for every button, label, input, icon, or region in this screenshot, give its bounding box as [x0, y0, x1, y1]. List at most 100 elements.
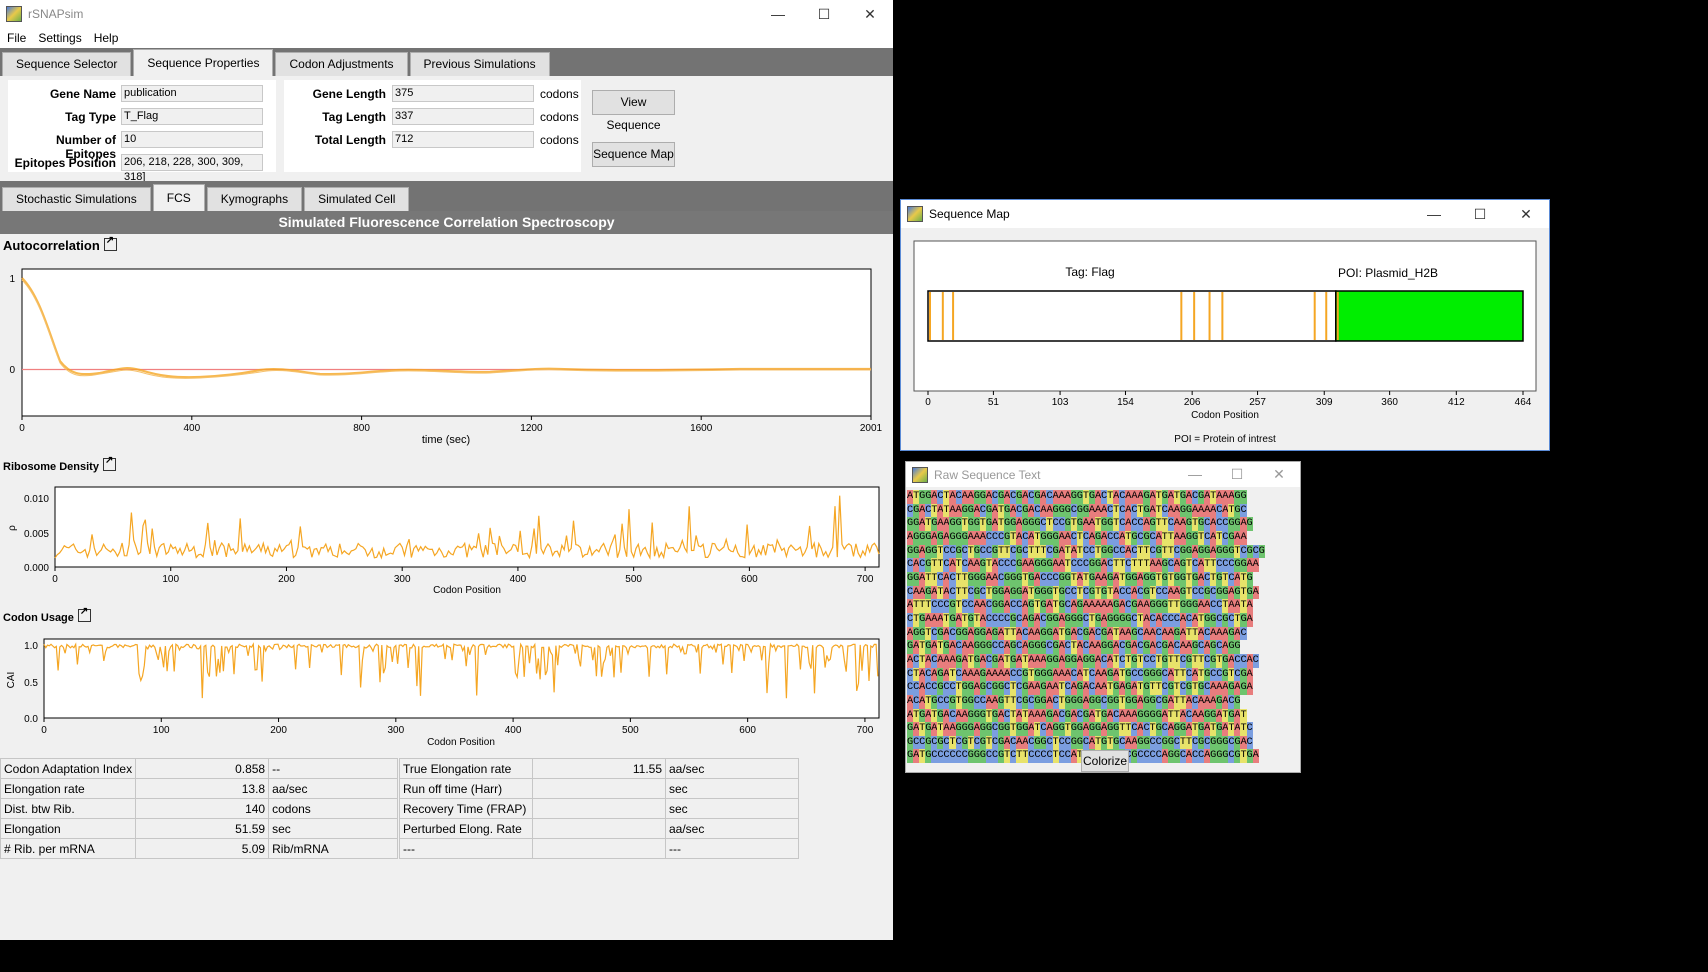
autocorrelation-title: Autocorrelation	[3, 238, 100, 253]
sequence-line: ACATGCCGTGGCCAAGTTCGCGGACTGGGAGGCGGTGGAG…	[907, 694, 1241, 709]
x-tick-label: 200	[270, 725, 287, 736]
sequence-line: GGAGGTCCGCTGCCGTTCGCTTTCGATATCCTGGCCACTT…	[907, 544, 1265, 559]
minimize-icon[interactable]: —	[771, 6, 785, 22]
close-icon[interactable]: ✕	[1520, 206, 1532, 222]
minimize-icon[interactable]: —	[1427, 206, 1441, 222]
stat-unit: sec	[665, 798, 799, 819]
x-tick-label: 1200	[520, 423, 543, 434]
stat-unit: Rib/mRNA	[268, 838, 398, 859]
sequence-line: GCCGCGCTCGTCGTCGACAACGGCTCCGGCATGTGCAAGG…	[907, 735, 1253, 750]
close-icon[interactable]: ✕	[1273, 466, 1285, 482]
tag-type-field[interactable]: T_Flag	[121, 108, 263, 125]
autocorrelation-plot-area	[21, 268, 872, 417]
stat-unit: aa/sec	[665, 818, 799, 839]
x-tick-label: 206	[1184, 397, 1201, 408]
stat-label: True Elongation rate	[399, 758, 533, 779]
sequence-line: CAAGATACTTCGCTGGAGGATGGGTGCCTCGTGTACCACG…	[907, 585, 1259, 600]
x-tick-label: 257	[1249, 397, 1266, 408]
sequence-line: GATGATGACAAGGGCCAGCAGGGCGACTACAAGGACGACG…	[907, 640, 1241, 654]
stat-value: 51.59	[135, 818, 270, 839]
gene-length-field[interactable]: 375	[392, 85, 534, 102]
tab-simulated-cell[interactable]: Simulated Cell	[304, 187, 410, 211]
close-icon[interactable]: ✕	[864, 6, 876, 22]
stat-label: Perturbed Elong. Rate	[399, 818, 533, 839]
stat-label: Codon Adaptation Index	[0, 758, 137, 779]
minimize-icon[interactable]: —	[1188, 466, 1202, 482]
density-xlabel: Codon Position	[433, 585, 501, 596]
stat-value	[532, 838, 666, 859]
seqmap-title: Sequence Map	[929, 207, 1010, 221]
poi-label: POI: Plasmid_H2B	[1338, 266, 1438, 280]
autocorrelation-xticks: 0 400 800 1200 1600 2001	[19, 416, 883, 434]
stats-table-right: True Elongation rate 11.55 aa/sec Run off t…	[399, 758, 799, 859]
autocorrelation-xlabel: time (sec)	[422, 434, 470, 446]
tab-sequence-properties[interactable]: Sequence Properties	[133, 49, 274, 76]
gene-properties-panel: Gene Name publication Tag Type T_Flag Nu…	[8, 80, 276, 183]
gene-length-unit: codons	[540, 87, 579, 101]
x-tick-label: 300	[394, 574, 411, 585]
sequence-map-button[interactable]: Sequence Map	[592, 142, 675, 167]
sequence-map-chart: Tag: Flag POI: Plasmid_H2B 0 51 103 154 206 2…	[913, 240, 1537, 445]
x-tick-label: 464	[1515, 397, 1532, 408]
total-length-field[interactable]: 712	[392, 131, 534, 148]
tab-codon-adjustments[interactable]: Codon Adjustments	[275, 52, 408, 76]
x-tick-label: 400	[510, 574, 527, 585]
stat-value: 13.8	[135, 778, 270, 799]
codon-usage-title: Codon Usage	[3, 612, 74, 624]
popout-icon[interactable]	[103, 235, 117, 251]
x-tick-label: 500	[622, 725, 639, 736]
tab-stochastic-simulations[interactable]: Stochastic Simulations	[2, 187, 151, 211]
ribosome-density-title: Ribosome Density	[3, 461, 99, 473]
maximize-icon[interactable]: ☐	[1230, 466, 1244, 482]
sequence-line: AGGTCGACGGAGGAGATTACAAGGATGACGACGATAAGCA…	[907, 626, 1247, 641]
sequence-line: CTACAGATCAAAGAAAACCGTGGGAAACATCAAGATGCCG…	[907, 667, 1253, 682]
x-tick-label: 412	[1448, 397, 1465, 408]
colorize-button[interactable]: Colorize	[1081, 750, 1129, 772]
tab-kymographs[interactable]: Kymographs	[206, 187, 303, 211]
stat-value	[532, 818, 666, 839]
tab-sequence-selector[interactable]: Sequence Selector	[2, 52, 132, 76]
stat-value: 140	[135, 798, 270, 819]
tag-length-field[interactable]: 337	[392, 108, 534, 125]
main-titlebar: rSNAPsim — ☐ ✕	[0, 0, 893, 28]
epitopes-position-field[interactable]: 206, 218, 228, 300, 309, 318]	[121, 154, 263, 183]
autocorrelation-header: Autocorrelation	[3, 235, 117, 253]
stat-value: 5.09	[135, 838, 270, 859]
tag-type-label: Tag Type	[65, 110, 116, 124]
usage-plot-area	[43, 638, 880, 719]
maximize-icon[interactable]: ☐	[817, 6, 831, 22]
stats-row: Perturbed Elong. Rate aa/sec	[399, 818, 799, 839]
popout-icon[interactable]	[77, 606, 91, 622]
raw-sequence-text[interactable]: ATGGACTACAAGGACGACGACGACAAAGGTGACTACAAAG…	[907, 490, 1299, 766]
x-tick-label: 800	[353, 423, 370, 434]
tab-previous-simulations[interactable]: Previous Simulations	[409, 52, 550, 76]
num-epitopes-field[interactable]: 10	[121, 131, 263, 148]
raw-sequence-window: Raw Sequence Text — ☐ ✕ ATGGACTACAAGGACG…	[905, 461, 1301, 773]
menu-settings[interactable]: Settings	[38, 31, 82, 45]
x-tick-label: 400	[183, 423, 200, 434]
stat-label: # Rib. per mRNA	[0, 838, 137, 859]
density-xticks: 0 100 200 300 400 500 600 700	[52, 567, 874, 585]
fcs-banner: Simulated Fluorescence Correlation Spect…	[0, 211, 893, 234]
x-tick-label: 2001	[860, 423, 883, 434]
x-tick-label: 360	[1381, 397, 1398, 408]
stats-row: Codon Adaptation Index 0.858 --	[0, 758, 398, 779]
sequence-map-window: Sequence Map — ☐ ✕ Tag: Flag POI: Plasmi…	[900, 199, 1550, 451]
maximize-icon[interactable]: ☐	[1473, 206, 1487, 222]
popout-icon[interactable]	[102, 455, 116, 471]
x-tick-label: 400	[505, 725, 522, 736]
menu-help[interactable]: Help	[93, 31, 119, 45]
autocorrelation-yticks: 1 0	[9, 274, 15, 376]
menu-file[interactable]: File	[7, 31, 27, 45]
num-epitopes-label: Number of Epitopes	[56, 133, 116, 161]
stats-row: --- ---	[399, 838, 799, 859]
view-sequence-button[interactable]: View Sequence	[592, 90, 675, 132]
seqmap-xticks: 0 51 103 154 206 257 309 360 412 464	[925, 391, 1532, 408]
sequence-line: ATGATGACAAGGGTGACTATAAAGACGACGATGACAAAGG…	[907, 708, 1247, 723]
codon-usage-header: Codon Usage	[3, 606, 91, 624]
ribosome-density-chart: ρ 0.010 0.005 0.000 0 100 200 300 400 500 600 7…	[7, 486, 880, 596]
tab-fcs[interactable]: FCS	[152, 184, 205, 211]
app-icon	[912, 466, 928, 483]
stat-value	[532, 778, 666, 799]
gene-name-field[interactable]: publication	[121, 85, 263, 102]
